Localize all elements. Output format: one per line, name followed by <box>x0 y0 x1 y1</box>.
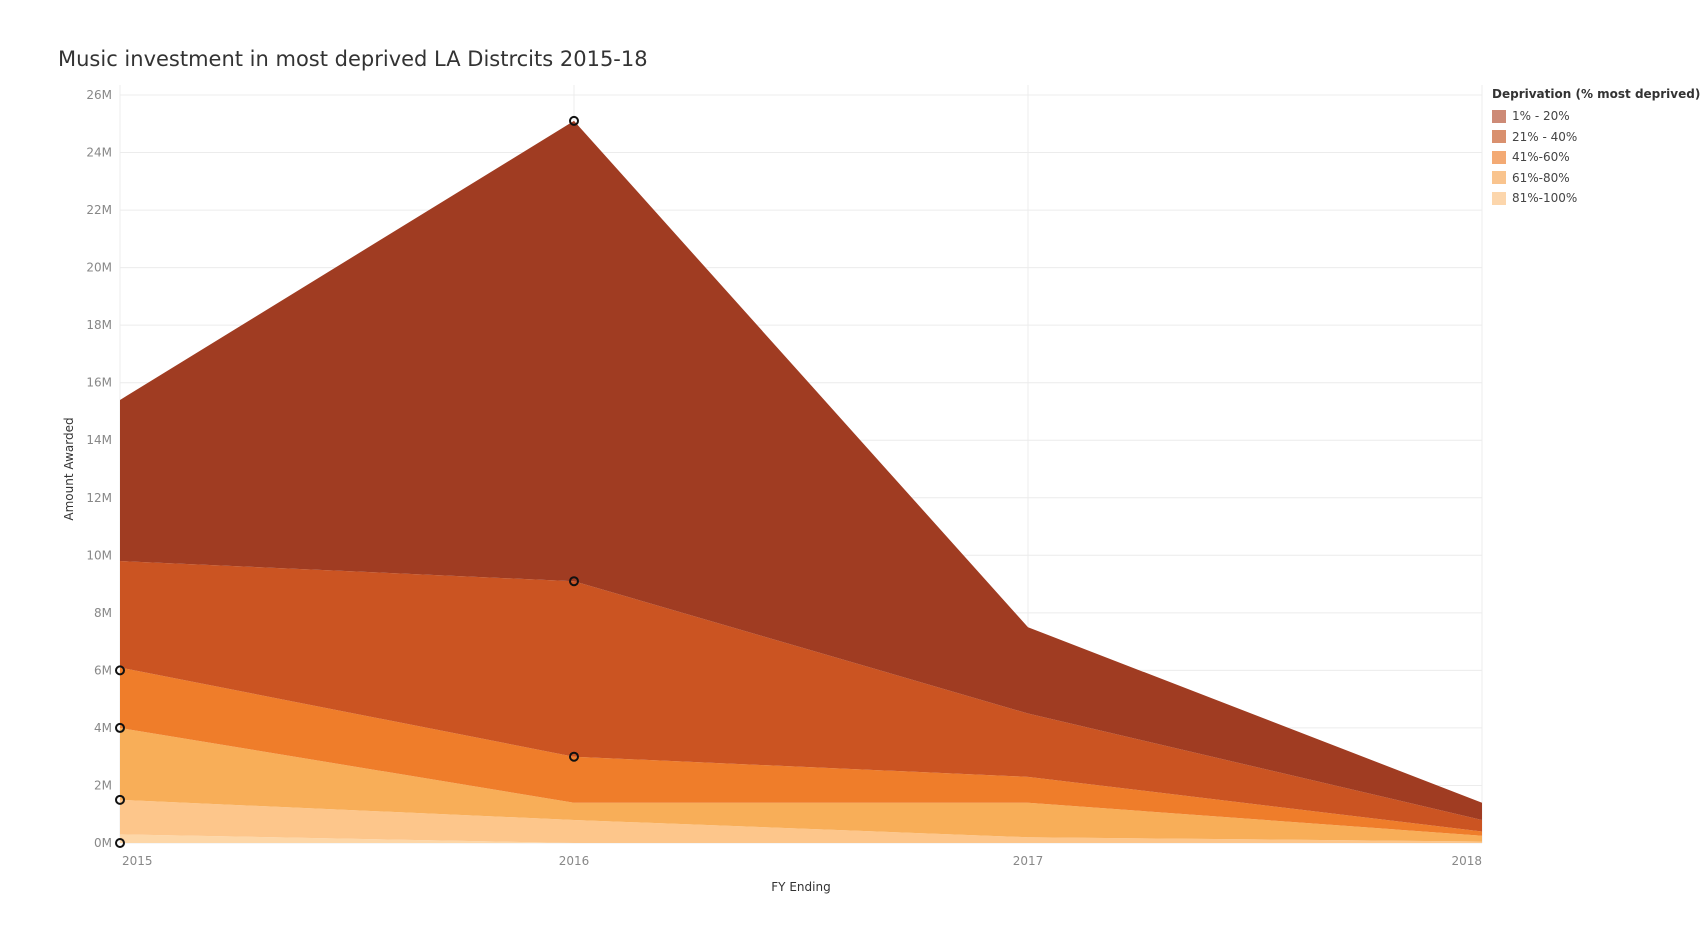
data-point-marker <box>569 751 579 762</box>
area-series-4 <box>120 667 1482 836</box>
y-axis-label: Amount Awarded <box>62 417 76 520</box>
chart-title: Music investment in most deprived LA Dis… <box>58 47 648 71</box>
data-point-marker <box>115 838 125 848</box>
x-tick-label: 2018 <box>1451 854 1482 868</box>
y-tick-label: 0M <box>94 836 112 850</box>
y-tick-label: 26M <box>86 88 112 102</box>
y-tick-label: 24M <box>86 146 112 160</box>
legend-label: 41%-60% <box>1512 150 1570 165</box>
y-tick-label: 18M <box>86 318 112 332</box>
y-tick-label: 10M <box>86 548 112 562</box>
legend-items: 1% - 20% 21% - 40% 41%-60% 61%-80% 81%-100% <box>1492 106 1700 209</box>
area-series-3 <box>120 727 1482 842</box>
legend-item: 61%-80% <box>1492 168 1700 189</box>
area-series-6 <box>120 120 1482 820</box>
y-tick-label: 12M <box>86 491 112 505</box>
legend-item: 81%-100% <box>1492 188 1700 209</box>
legend: Deprivation (% most deprived) 1% - 20% 21… <box>1492 87 1700 209</box>
x-tick-label: 2016 <box>559 854 590 868</box>
y-tick-label: 20M <box>86 261 112 275</box>
y-tick-label: 6M <box>94 663 112 677</box>
legend-title: Deprivation (% most deprived) <box>1492 87 1701 101</box>
legend-label: 1% - 20% <box>1512 109 1570 124</box>
area-series-5 <box>120 561 1482 832</box>
legend-swatch <box>1492 150 1506 164</box>
x-axis-label: FY Ending <box>771 880 830 894</box>
x-tick-label: 2015 <box>122 854 153 868</box>
y-tick-label: 4M <box>94 721 112 735</box>
y-tick-label: 14M <box>86 433 112 447</box>
data-point-marker <box>115 794 125 805</box>
data-point-marker <box>569 576 579 587</box>
data-point-marker <box>115 722 125 733</box>
legend-item: 21% - 40% <box>1492 127 1700 148</box>
data-point-marker <box>115 665 125 676</box>
legend-label: 61%-80% <box>1512 170 1570 185</box>
legend-item: 41%-60% <box>1492 147 1700 168</box>
legend-swatch <box>1492 130 1506 144</box>
y-tick-label: 16M <box>86 376 112 390</box>
x-tick-label: 2017 <box>1013 854 1044 868</box>
legend-swatch <box>1492 109 1506 123</box>
legend-swatch <box>1492 191 1506 205</box>
y-tick-label: 8M <box>94 606 112 620</box>
y-tick-label: 22M <box>86 203 112 217</box>
legend-swatch <box>1492 171 1506 185</box>
area-series-2 <box>120 799 1482 843</box>
legend-label: 21% - 40% <box>1512 129 1578 144</box>
legend-item: 1% - 20% <box>1492 106 1700 127</box>
data-point-marker <box>569 115 579 126</box>
legend-label: 81%-100% <box>1512 191 1578 206</box>
area-series-1 <box>120 834 1482 843</box>
y-tick-label: 2M <box>94 778 112 792</box>
